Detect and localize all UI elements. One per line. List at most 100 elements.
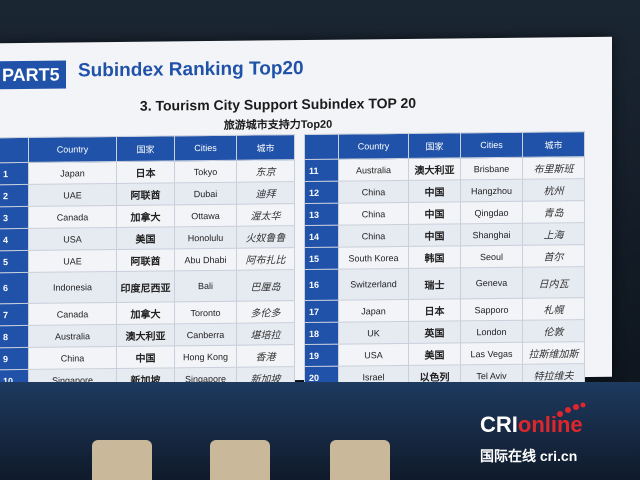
header-cities: Cities [460, 132, 523, 158]
table-row: 4 USA 美国 Honolulu 火奴鲁鲁 [0, 225, 295, 251]
country-cell: Canada [28, 302, 117, 326]
city-cn-cell: 青岛 [522, 200, 585, 224]
ranking-table-right: Country 国家 Cities 城市 11 Australia 澳大利亚 Bris… [304, 131, 585, 389]
ranking-table-left: Country 国家 Cities 城市 1 Japan 日本 Tokyo 东京 2 UAE… [0, 134, 295, 392]
table-row: 12 China 中国 Hangzhou 杭州 [304, 178, 585, 204]
logo-dots-icon [557, 402, 586, 417]
country-cell: USA [338, 343, 409, 367]
header-cities: Cities [174, 135, 237, 161]
city-cn-cell: 阿布扎比 [236, 247, 295, 271]
country-cn-cell: 印度尼西亚 [116, 270, 175, 303]
city-cn-cell: 东京 [236, 159, 295, 183]
country-cn-cell: 澳大利亚 [408, 157, 461, 181]
table-row: 15 South Korea 韩国 Seoul 首尔 [304, 244, 585, 270]
chair [92, 440, 152, 480]
city-cn-cell: 香港 [236, 344, 295, 368]
country-cn-cell: 韩国 [408, 245, 461, 269]
country-cn-cell: 加拿大 [116, 204, 175, 228]
city-cell: Toronto [174, 301, 237, 324]
country-cell: USA [28, 227, 117, 251]
country-cell: Indonesia [28, 271, 117, 304]
city-cell: Hangzhou [460, 179, 523, 202]
table-row: 18 UK 英国 London 伦敦 [304, 319, 585, 345]
watermark-logo: CRIonline [480, 412, 583, 438]
country-cell: Switzerland [338, 268, 409, 301]
city-cn-cell: 巴厘岛 [236, 269, 295, 302]
city-cn-cell: 堪培拉 [236, 322, 295, 346]
country-cn-cell: 美国 [408, 342, 461, 366]
city-cn-cell: 多伦多 [236, 300, 295, 324]
city-cell: Shanghai [460, 223, 523, 246]
rank-cell: 16 [304, 269, 339, 301]
country-cn-cell: 阿联酋 [116, 248, 175, 272]
table-header-row: Country 国家 Cities 城市 [0, 134, 295, 163]
rank-cell: 17 [304, 300, 339, 323]
country-cn-cell: 阿联酋 [116, 182, 175, 206]
rank-cell: 15 [304, 247, 339, 270]
ranking-body-left: 1 Japan 日本 Tokyo 东京 2 UAE 阿联酋 Dubai 迪拜 3 Canada 加拿大 O… [0, 159, 295, 392]
city-cell: Bali [174, 270, 237, 302]
country-cell: Japan [338, 299, 409, 323]
table-row: 13 China 中国 Qingdao 青岛 [304, 200, 585, 226]
table-row: 8 Australia 澳大利亚 Canberra 堪培拉 [0, 322, 295, 348]
header-city-cn: 城市 [522, 131, 585, 158]
country-cell: China [338, 202, 409, 226]
rank-cell: 7 [0, 303, 29, 326]
rank-cell: 11 [304, 159, 339, 182]
rank-cell: 18 [304, 322, 339, 345]
country-cn-cell: 中国 [408, 201, 461, 225]
city-cell: Ottawa [174, 204, 237, 227]
ranking-body-right: 11 Australia 澳大利亚 Brisbane 布里斯班 12 China 中国 Hang… [304, 156, 585, 389]
country-cn-cell: 中国 [408, 223, 461, 247]
city-cell: Brisbane [460, 157, 523, 180]
city-cn-cell: 首尔 [522, 244, 585, 268]
city-cn-cell: 日内瓦 [522, 266, 585, 299]
table-row: 2 UAE 阿联酋 Dubai 迪拜 [0, 181, 295, 207]
rank-cell: 4 [0, 228, 29, 251]
country-cell: UAE [28, 249, 117, 273]
table-row: 5 UAE 阿联酋 Abu Dhabi 阿布扎比 [0, 247, 295, 273]
city-cn-cell: 布里斯班 [522, 156, 585, 180]
city-cn-cell: 伦敦 [522, 319, 585, 343]
city-cell: Geneva [460, 267, 523, 299]
country-cell: South Korea [338, 246, 409, 270]
city-cn-cell: 渥太华 [236, 203, 295, 227]
city-cn-cell: 迪拜 [236, 181, 295, 205]
table-row: 6 Indonesia 印度尼西亚 Bali 巴厘岛 [0, 269, 295, 304]
table-row: 11 Australia 澳大利亚 Brisbane 布里斯班 [304, 156, 585, 182]
header-country: Country [338, 133, 409, 160]
part-tag: PART5 [0, 60, 66, 90]
header-rank [304, 134, 339, 160]
country-cell: UAE [28, 183, 117, 207]
city-cn-cell: 札幌 [522, 297, 585, 321]
rank-cell: 12 [304, 181, 339, 204]
city-cn-cell: 杭州 [522, 178, 585, 202]
watermark-subtitle: 国际在线 cri.cn [480, 448, 578, 464]
city-cell: Dubai [174, 182, 237, 205]
table-row: 16 Switzerland 瑞士 Geneva 日内瓦 [304, 266, 585, 301]
rank-cell: 6 [0, 272, 29, 304]
header-country: Country [28, 136, 117, 163]
city-cell: Tokyo [174, 160, 237, 183]
country-cn-cell: 中国 [408, 179, 461, 203]
country-cn-cell: 日本 [408, 298, 461, 322]
rank-cell: 19 [304, 344, 339, 367]
country-cell: China [338, 180, 409, 204]
country-cell: Australia [338, 158, 409, 182]
country-cn-cell: 澳大利亚 [116, 323, 175, 347]
country-cn-cell: 日本 [116, 160, 175, 184]
table-row: 9 China 中国 Hong Kong 香港 [0, 344, 295, 370]
country-cell: Japan [28, 161, 117, 185]
country-cell: UK [338, 321, 409, 345]
country-cn-cell: 瑞士 [408, 267, 461, 300]
city-cn-cell: 火奴鲁鲁 [236, 225, 295, 249]
table-row: 14 China 中国 Shanghai 上海 [304, 222, 585, 248]
country-cn-cell: 加拿大 [116, 301, 175, 325]
rank-cell: 9 [0, 347, 29, 370]
city-cell: Las Vegas [460, 342, 523, 365]
rank-cell: 3 [0, 206, 29, 229]
chair [210, 440, 270, 480]
header-country-cn: 国家 [408, 132, 461, 159]
rank-cell: 5 [0, 250, 29, 273]
city-cell: Seoul [460, 245, 523, 268]
